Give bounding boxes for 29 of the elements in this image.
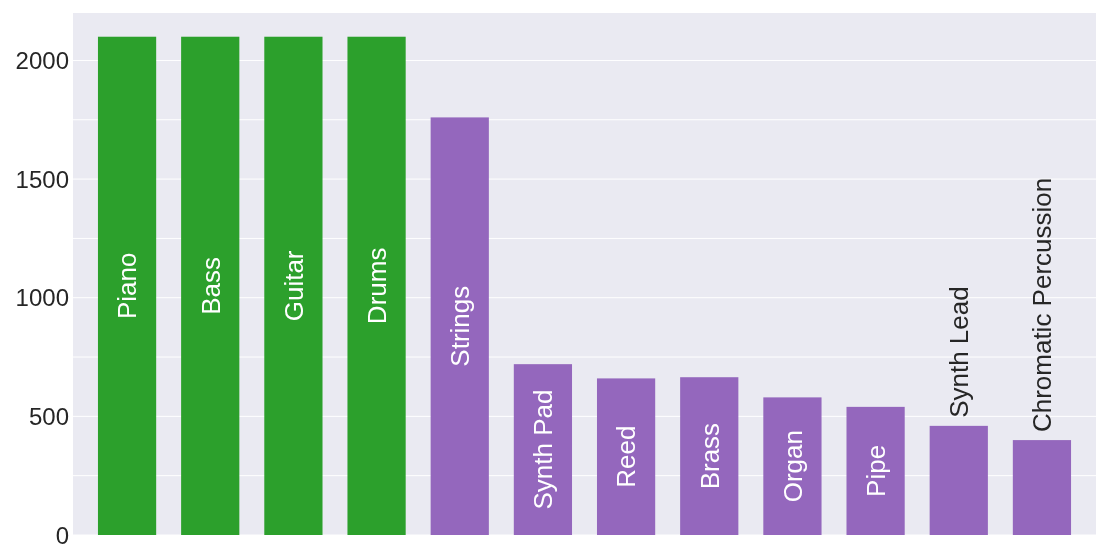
x-tick-label: Brass <box>694 422 725 490</box>
y-tick-label: 1500 <box>15 165 69 193</box>
bar <box>347 36 406 535</box>
x-tick-label: Piano <box>112 252 143 320</box>
x-tick-label: Strings <box>445 285 476 367</box>
x-tick-label: Synth Lead <box>944 286 975 418</box>
bar <box>596 378 656 535</box>
bar <box>513 364 573 535</box>
bar <box>264 36 323 535</box>
x-tick-label: Chromatic Percussion <box>1027 177 1058 433</box>
y-tick-label: 0 <box>55 521 69 545</box>
y-tick-label: 1000 <box>15 284 69 312</box>
x-tick-label: Guitar <box>278 250 309 322</box>
x-tick-label: Organ <box>777 430 808 503</box>
bar <box>1012 440 1072 535</box>
bar <box>181 36 240 535</box>
bar <box>846 406 905 535</box>
x-tick-label: Reed <box>611 425 642 488</box>
bar <box>763 397 822 535</box>
x-tick-label: Bass <box>195 256 226 315</box>
x-tick-label: Synth Pad <box>528 389 559 510</box>
y-tick-label: 2000 <box>15 46 69 74</box>
bar <box>97 36 157 535</box>
x-tick-label: Pipe <box>860 444 891 497</box>
bar <box>929 425 988 535</box>
x-tick-label: Drums <box>361 247 392 325</box>
y-tick-label: 500 <box>28 402 69 430</box>
bar <box>680 377 739 535</box>
bar <box>430 117 489 535</box>
